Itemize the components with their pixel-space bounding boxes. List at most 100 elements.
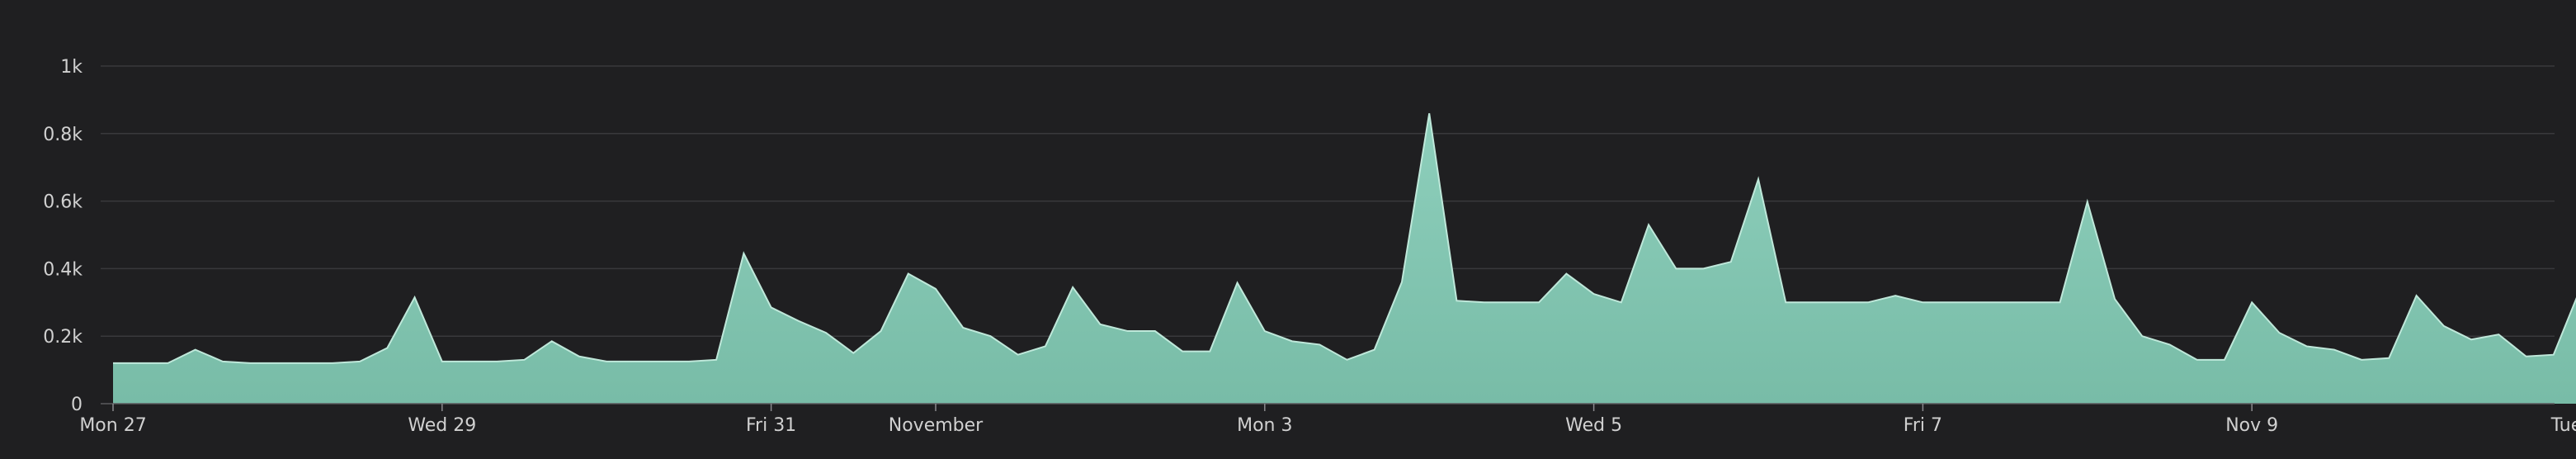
- data-point: [2551, 353, 2556, 357]
- data-point: [2442, 324, 2446, 329]
- data-point: [769, 305, 774, 310]
- data-point: [2140, 334, 2144, 338]
- data-point: [2030, 300, 2035, 305]
- data-point: [1592, 291, 1597, 296]
- data-point: [796, 319, 801, 324]
- data-point: [659, 359, 664, 364]
- y-tick-label: 0.8k: [43, 125, 83, 145]
- x-tick-label: Wed 29: [408, 415, 476, 436]
- data-point: [2276, 330, 2281, 335]
- data-point: [303, 361, 308, 366]
- data-point: [988, 334, 993, 338]
- data-point: [1482, 300, 1487, 305]
- data-point: [1893, 293, 1898, 298]
- y-tick-label: 0: [71, 395, 83, 415]
- data-point: [2414, 293, 2419, 298]
- data-point: [138, 361, 143, 366]
- data-point: [741, 251, 746, 256]
- y-tick-label: 0.2k: [43, 327, 83, 348]
- data-point: [413, 295, 418, 300]
- data-point: [1646, 222, 1651, 227]
- x-tick-label: Wed 5: [1565, 415, 1622, 436]
- data-point: [440, 359, 445, 364]
- data-point: [2386, 356, 2391, 361]
- data-point: [1345, 357, 1350, 362]
- x-tick-label: Fri 31: [746, 415, 796, 436]
- data-point: [2359, 357, 2364, 362]
- data-point: [1016, 353, 1021, 357]
- data-point: [1372, 348, 1377, 353]
- data-point: [494, 359, 499, 364]
- data-point: [193, 348, 198, 353]
- data-point: [2003, 300, 2007, 305]
- data-point: [960, 325, 965, 330]
- x-tick-label: Nov 9: [2225, 415, 2278, 436]
- area-line: [113, 113, 2576, 364]
- area-fill: [113, 113, 2576, 404]
- data-point: [1427, 111, 1432, 116]
- data-point: [1153, 329, 1158, 334]
- data-point: [111, 361, 116, 366]
- data-point: [631, 359, 636, 364]
- data-point: [1097, 322, 1102, 327]
- data-point: [357, 359, 362, 364]
- x-tick-label: Mon 3: [1237, 415, 1292, 436]
- data-point: [1180, 349, 1185, 354]
- x-tick-label: November: [889, 415, 984, 436]
- data-point: [467, 359, 472, 364]
- data-point: [275, 361, 280, 366]
- data-point: [522, 357, 527, 362]
- data-point: [2469, 337, 2474, 342]
- data-point: [1125, 329, 1130, 334]
- data-point: [823, 330, 828, 335]
- data-point: [1783, 300, 1788, 305]
- data-point: [1810, 300, 1815, 305]
- data-point: [1290, 338, 1295, 343]
- data-point: [1317, 342, 1322, 347]
- data-point: [1619, 300, 1624, 305]
- data-point: [2222, 357, 2227, 362]
- data-point: [1701, 266, 1706, 271]
- data-point: [1043, 343, 1048, 348]
- data-point: [165, 361, 170, 366]
- data-point: [1262, 329, 1267, 334]
- x-tick-label: Fri 7: [1904, 415, 1942, 436]
- data-point: [714, 357, 719, 362]
- y-tick-label: 0.4k: [43, 259, 83, 280]
- data-point: [1975, 300, 1980, 305]
- data-point: [906, 272, 911, 277]
- data-point: [2249, 300, 2254, 305]
- data-point: [1536, 300, 1541, 305]
- data-point: [1454, 298, 1459, 303]
- data-point: [2305, 343, 2309, 348]
- x-tick-label: Mon 27: [79, 415, 146, 436]
- data-point: [1235, 281, 1240, 286]
- data-point: [686, 359, 691, 364]
- data-point: [1070, 285, 1075, 290]
- x-axis: Mon 27 Wed 29 Fri 31 November Mon 3 Wed 5 Fri …: [79, 404, 2576, 436]
- data-point: [577, 354, 582, 359]
- data-point: [1838, 300, 1843, 305]
- data-point: [2112, 296, 2117, 301]
- data-point: [220, 359, 225, 364]
- data-point: [2496, 332, 2501, 337]
- y-tick-label: 0.6k: [43, 192, 83, 213]
- data-point: [2085, 199, 2090, 204]
- data-point: [1729, 259, 1734, 264]
- data-point: [1673, 266, 1678, 271]
- data-point: [2168, 342, 2173, 347]
- data-point: [879, 329, 884, 334]
- data-point: [2195, 357, 2200, 362]
- data-point: [2524, 354, 2529, 359]
- data-point: [2058, 300, 2063, 305]
- data-point: [851, 351, 856, 356]
- data-point: [1920, 300, 1925, 305]
- data-point: [1399, 280, 1404, 285]
- x-tick-label: Tue 11: [2550, 415, 2576, 436]
- data-point: [550, 338, 554, 343]
- data-point: [933, 286, 938, 291]
- data-point: [385, 346, 389, 351]
- data-point: [1564, 272, 1569, 277]
